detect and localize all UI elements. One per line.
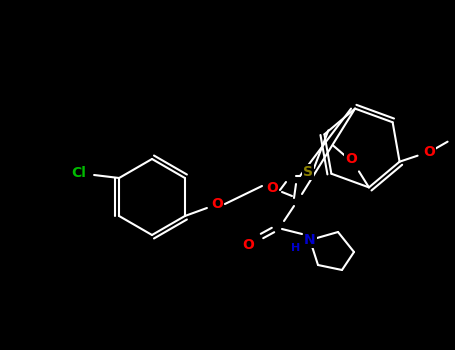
Text: S: S: [303, 165, 313, 179]
Text: Cl: Cl: [71, 166, 86, 180]
Text: O: O: [266, 181, 278, 195]
Text: O: O: [211, 197, 223, 211]
Text: O: O: [424, 145, 435, 159]
Text: H: H: [291, 243, 301, 253]
Text: O: O: [242, 238, 254, 252]
Text: N: N: [304, 233, 316, 247]
Text: O: O: [345, 152, 357, 166]
